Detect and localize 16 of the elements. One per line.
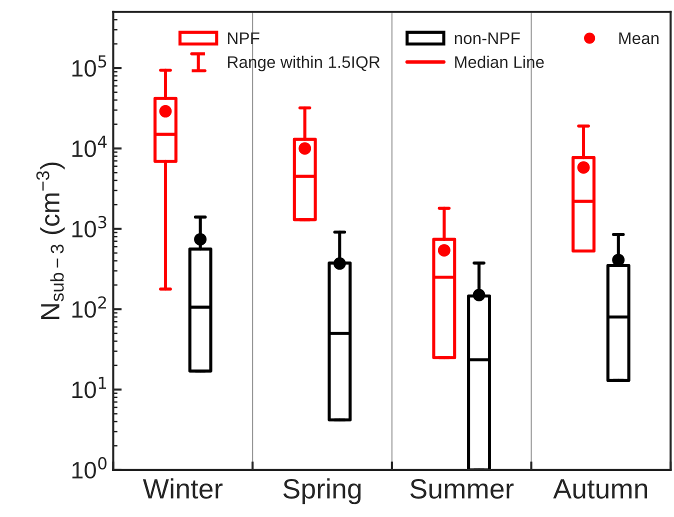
y-tick-label: 10$^{1}$ [72, 376, 106, 398]
legend-label: non-NPF [454, 32, 520, 44]
x-tick-label: Autumn [553, 479, 648, 499]
x-tick-label: Spring [283, 478, 361, 504]
y-tick-label: 10$^{0}$ [72, 457, 106, 479]
legend-label: NPF [228, 32, 260, 44]
y-tick-label: 10$^{3}$ [72, 216, 106, 238]
annotation: Range within 1.5IQR [228, 56, 380, 72]
y-tick-label: 10$^{4}$ [72, 136, 107, 158]
x-tick-label: Winter [142, 478, 223, 499]
y-tick-label: 10$^{5}$ [72, 55, 106, 77]
y-axis-title: N$_{sub−3}$ (cm$^{−3}$) [36, 162, 65, 319]
x-tick-label: Summer [410, 479, 514, 499]
annotation: Mean [619, 32, 659, 44]
annotation: Median Line [455, 56, 544, 68]
y-tick-label: 10$^{2}$ [72, 296, 106, 318]
